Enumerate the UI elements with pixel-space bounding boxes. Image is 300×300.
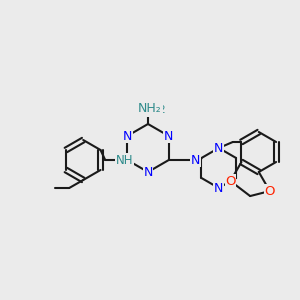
Text: N: N xyxy=(191,154,200,166)
Text: O: O xyxy=(265,184,275,198)
Text: N: N xyxy=(214,142,224,154)
Text: N: N xyxy=(164,130,173,142)
Text: O: O xyxy=(225,175,236,188)
Text: NH₂: NH₂ xyxy=(138,103,162,116)
Text: N: N xyxy=(143,166,153,178)
Text: NH: NH xyxy=(116,154,133,166)
Text: N: N xyxy=(122,130,132,142)
Text: N: N xyxy=(214,182,224,194)
Text: NH: NH xyxy=(139,103,157,116)
Text: 2: 2 xyxy=(158,105,165,115)
